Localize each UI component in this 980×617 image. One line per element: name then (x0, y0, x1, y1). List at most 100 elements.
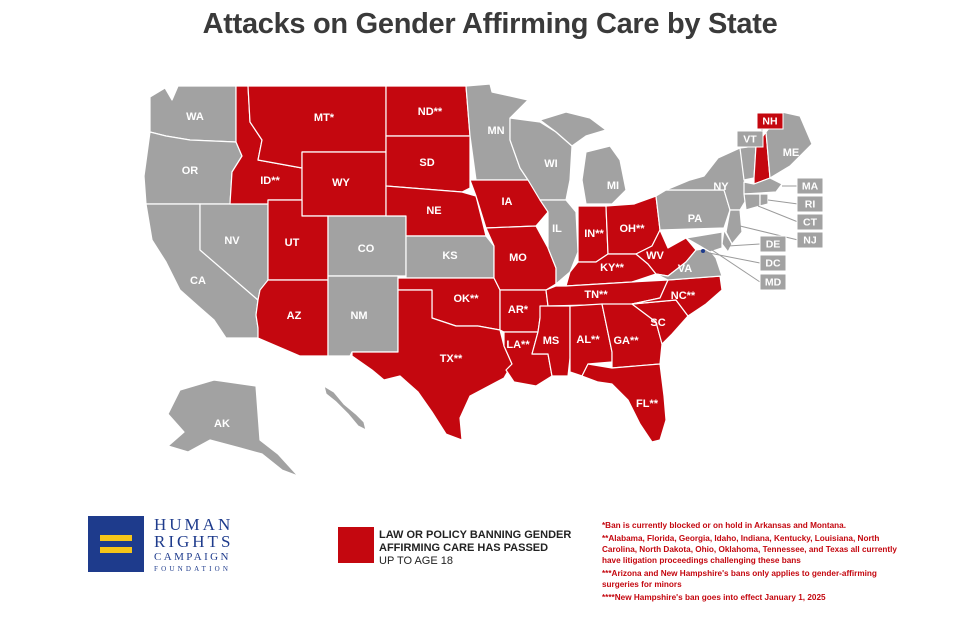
state-SD[interactable] (385, 135, 471, 193)
state-label-or: OR (182, 165, 199, 177)
legend-swatch (338, 527, 374, 563)
state-label-ok: OK** (453, 293, 479, 305)
state-label-tn: TN** (584, 289, 608, 301)
state-label-ne: NE (426, 205, 441, 217)
state-CT[interactable] (743, 193, 761, 211)
legend: LAW OR POLICY BANNING GENDER AFFIRMING C… (379, 529, 589, 568)
state-label-nd: ND** (418, 106, 443, 118)
leader-dc (703, 251, 761, 264)
state-label-ny: NY (713, 181, 729, 193)
state-box-nh[interactable] (756, 112, 784, 130)
state-label-ma: MA (802, 180, 819, 192)
state-label-mn: MN (487, 125, 504, 137)
state-label-az: AZ (287, 310, 302, 322)
state-box-ri[interactable] (796, 195, 824, 213)
state-label-md: MD (765, 276, 782, 288)
state-IL[interactable] (539, 199, 579, 285)
state-MO[interactable] (485, 225, 557, 291)
state-label-mi: MI (607, 180, 619, 192)
state-label-co: CO (358, 243, 375, 255)
state-label-ky: KY** (600, 262, 625, 274)
state-label-oh: OH** (619, 223, 645, 235)
state-box-dc[interactable] (759, 254, 787, 272)
logo-line-3: CAMPAIGN (154, 551, 231, 563)
state-label-de: DE (766, 238, 781, 250)
state-label-nc: NC** (671, 290, 696, 302)
leader-ri (767, 199, 799, 205)
state-label-ri: RI (805, 198, 816, 210)
state-box-vt[interactable] (736, 130, 764, 148)
logo-line-1: HUMAN (154, 515, 234, 534)
state-FL[interactable] (581, 363, 667, 443)
state-AK[interactable] (167, 379, 299, 477)
state-label-in: IN** (584, 228, 604, 240)
state-label-il: IL (552, 223, 562, 235)
state-RI[interactable] (759, 193, 769, 207)
footnote: ***Arizona and New Hampshire's bans only… (602, 569, 877, 589)
map-title: Attacks on Gender Affirming Care by Stat… (202, 8, 778, 40)
state-box-ct[interactable] (796, 213, 824, 231)
state-MI[interactable] (581, 145, 627, 205)
state-MA[interactable] (743, 177, 783, 195)
state-label-ct: CT (803, 216, 818, 228)
state-label-vt: VT (743, 133, 757, 145)
state-label-sc: SC (650, 317, 665, 329)
state-label-wa: WA (186, 111, 204, 123)
state-box-nj[interactable] (796, 231, 824, 249)
state-label-va: VA (678, 263, 693, 275)
footnote: *Ban is currently blocked or on hold in … (602, 521, 847, 530)
state-label-ut: UT (285, 237, 300, 249)
state-label-nv: NV (224, 235, 240, 247)
state-label-me: ME (783, 147, 800, 159)
state-NC[interactable] (631, 275, 723, 317)
state-box-ma[interactable] (796, 177, 824, 195)
leader-nj (739, 225, 799, 241)
state-label-fl: FL** (636, 398, 659, 410)
state-label-ak: AK (214, 418, 230, 430)
hrc-logo: HUMAN RIGHTS CAMPAIGN FOUNDATION (88, 516, 268, 586)
state-label-la: LA** (506, 339, 530, 351)
state-label-wv: WV (646, 250, 664, 262)
state-label-id: ID** (260, 175, 280, 187)
state-label-ca: CA (190, 275, 206, 287)
hrc-equality-logo-icon (88, 516, 144, 572)
state-label-mt: MT* (314, 112, 335, 124)
state-label-ms: MS (543, 335, 560, 347)
state-NJ[interactable] (725, 209, 743, 245)
legend-label: LAW OR POLICY BANNING GENDER AFFIRMING C… (379, 529, 572, 554)
state-labels: WA OR CA NV ID** MT* WY UT AZ CO NM ND** SD NE KS OK** T… (182, 106, 824, 430)
logo-line-4: FOUNDATION (154, 565, 232, 573)
state-label-ia: IA (502, 196, 513, 208)
hrc-wordmark: HUMAN RIGHTS CAMPAIGN FOUNDATION (154, 516, 233, 574)
legend-sublabel: UP TO AGE 18 (379, 555, 453, 567)
state-label-wy: WY (332, 177, 350, 189)
state-label-nm: NM (350, 310, 367, 322)
state-HI[interactable] (323, 385, 367, 431)
state-label-ks: KS (442, 250, 457, 262)
state-label-nh: NH (762, 115, 777, 127)
state-box-de[interactable] (759, 235, 787, 253)
state-label-mo: MO (509, 252, 527, 264)
state-box-md[interactable] (759, 273, 787, 291)
state-label-ga: GA** (613, 335, 639, 347)
footnotes: *Ban is currently blocked or on hold in … (602, 520, 902, 605)
state-label-pa: PA (688, 213, 703, 225)
state-label-al: AL** (576, 334, 600, 346)
state-label-nj: NJ (803, 234, 817, 246)
state-label-tx: TX** (440, 353, 463, 365)
logo-line-2: RIGHTS (154, 532, 234, 551)
state-MIUP[interactable] (539, 111, 607, 147)
state-label-wi: WI (544, 158, 557, 170)
state-label-ar: AR* (508, 304, 529, 316)
state-DE[interactable] (721, 229, 733, 253)
state-TX[interactable] (351, 289, 513, 441)
dc-dot (701, 249, 705, 253)
state-label-sd: SD (419, 157, 434, 169)
state-label-dc: DC (765, 257, 781, 269)
leader-md (711, 249, 761, 283)
leader-de (727, 243, 761, 247)
state-MD[interactable] (685, 231, 723, 253)
leader-ct (757, 205, 799, 223)
footnote: **Alabama, Florida, Georgia, Idaho, Indi… (602, 534, 897, 565)
